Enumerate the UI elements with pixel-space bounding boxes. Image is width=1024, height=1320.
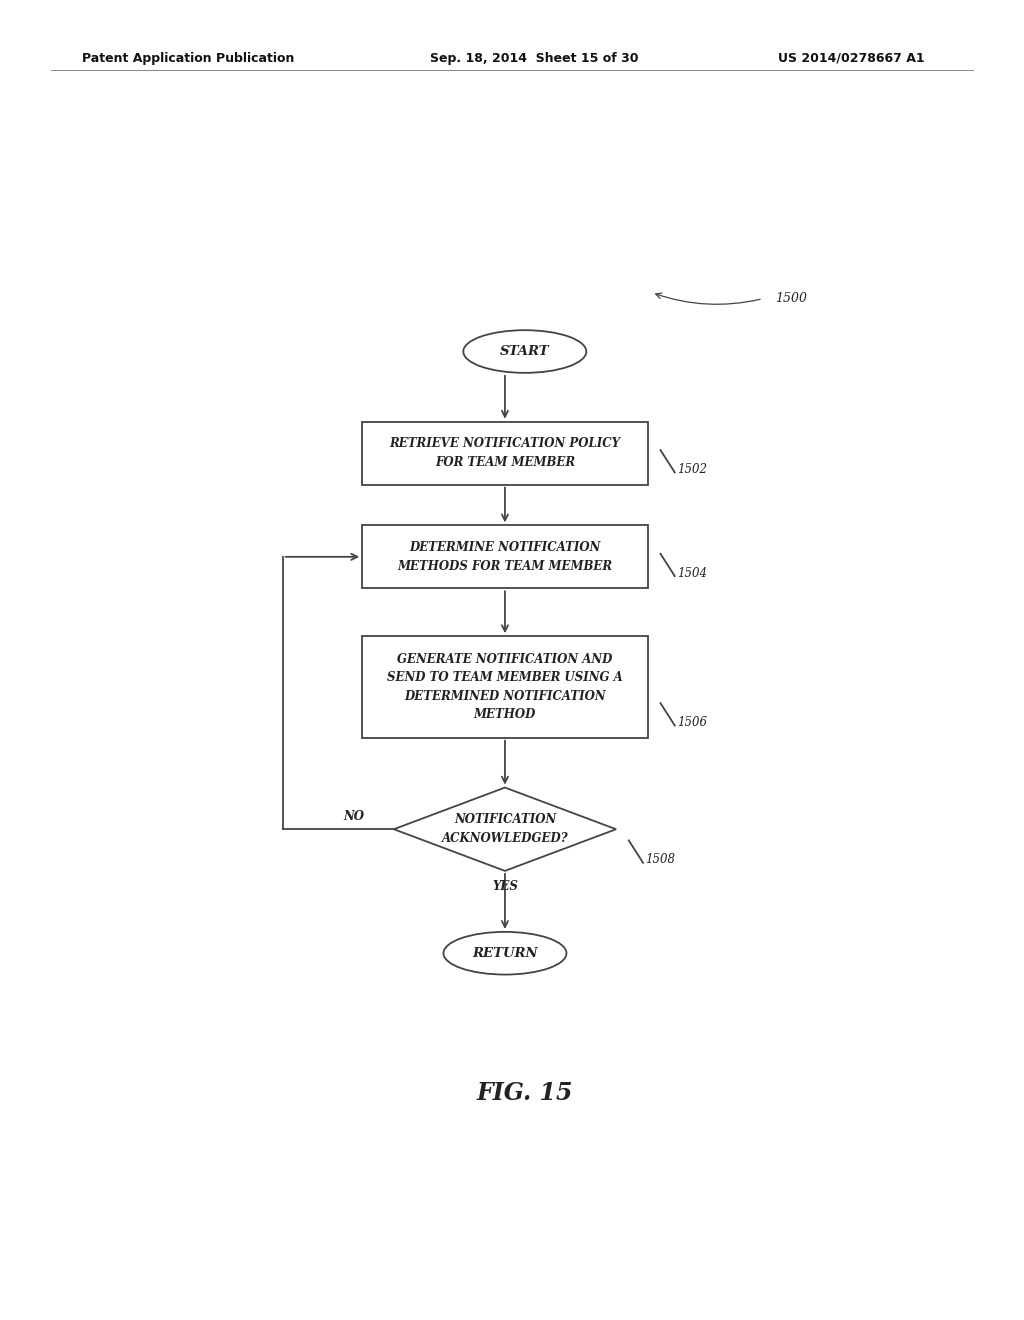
Bar	[362, 421, 648, 484]
Text: FIG. 15: FIG. 15	[476, 1081, 573, 1105]
Text: NO: NO	[344, 809, 365, 822]
Text: GENERATE NOTIFICATION AND
SEND TO TEAM MEMBER USING A
DETERMINED NOTIFICATION
ME: GENERATE NOTIFICATION AND SEND TO TEAM M…	[387, 652, 623, 721]
Text: RETRIEVE NOTIFICATION POLICY
FOR TEAM MEMBER: RETRIEVE NOTIFICATION POLICY FOR TEAM ME…	[389, 437, 621, 469]
Bar	[362, 636, 648, 738]
Bar	[362, 525, 648, 589]
Text: DETERMINE NOTIFICATION
METHODS FOR TEAM MEMBER: DETERMINE NOTIFICATION METHODS FOR TEAM …	[397, 541, 612, 573]
Text: 1500: 1500	[775, 292, 807, 305]
Text: 1506: 1506	[677, 715, 708, 729]
Text: NOTIFICATION
ACKNOWLEDGED?: NOTIFICATION ACKNOWLEDGED?	[441, 813, 568, 845]
Text: YES: YES	[492, 879, 518, 892]
Text: 1504: 1504	[677, 566, 708, 579]
Text: US 2014/0278667 A1: US 2014/0278667 A1	[778, 51, 925, 65]
Text: 1508: 1508	[645, 853, 676, 866]
Text: RETURN: RETURN	[472, 946, 538, 960]
Text: START: START	[500, 345, 550, 358]
Text: Patent Application Publication: Patent Application Publication	[82, 51, 294, 65]
Text: 1502: 1502	[677, 463, 708, 477]
Text: Sep. 18, 2014  Sheet 15 of 30: Sep. 18, 2014 Sheet 15 of 30	[430, 51, 639, 65]
